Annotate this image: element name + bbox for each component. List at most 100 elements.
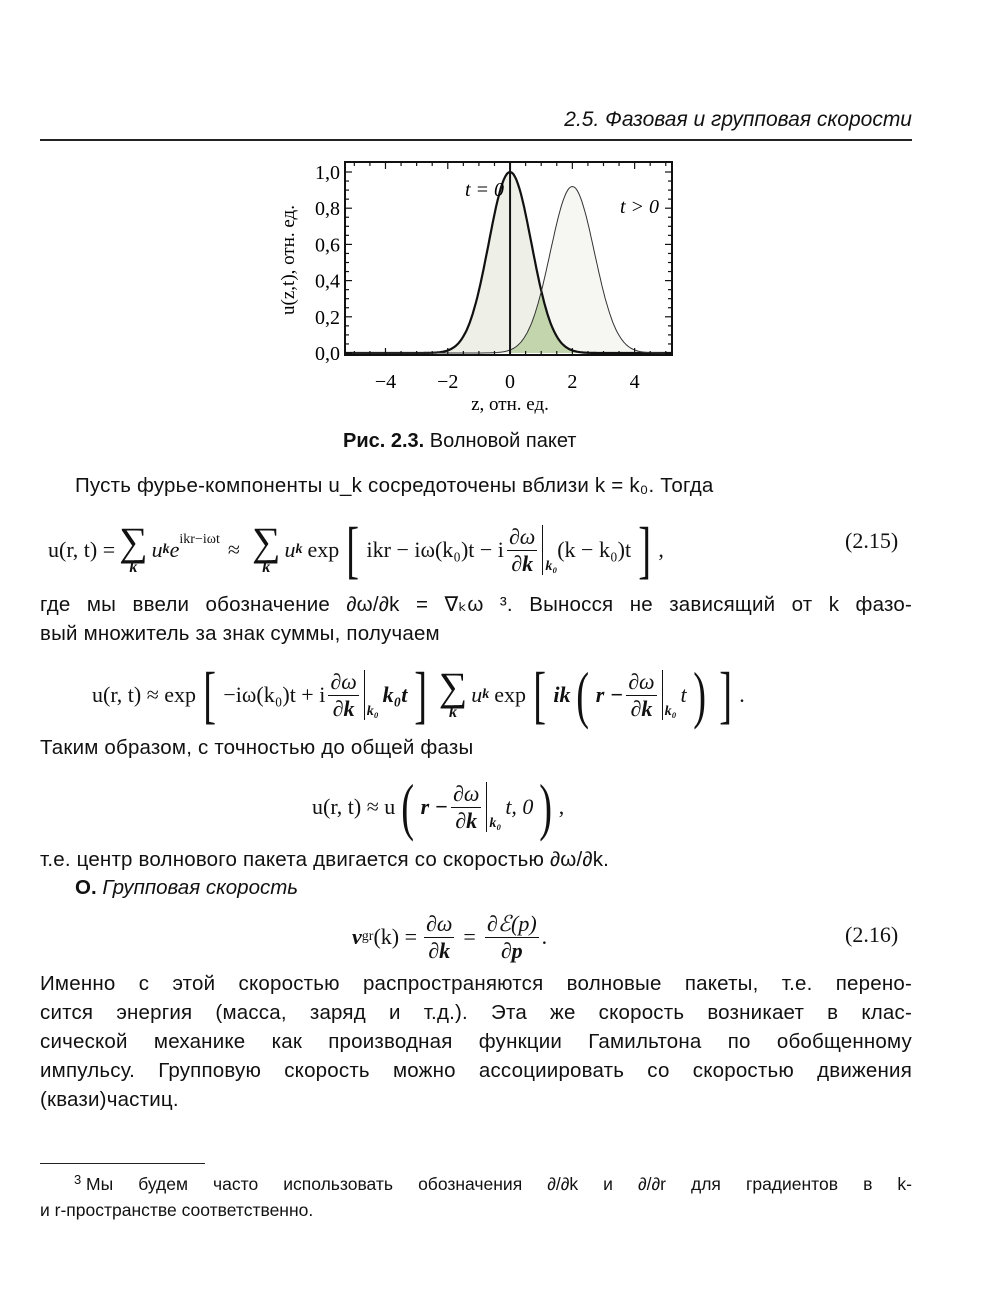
- footnote-mark: 3: [74, 1172, 82, 1187]
- sum-symbol: ∑ k: [438, 664, 468, 721]
- exp-func: exp: [307, 537, 340, 562]
- frac-den: ∂k: [332, 695, 355, 721]
- eq-tail: (k − k₀)t: [557, 537, 632, 562]
- x-tick-label: 4: [630, 371, 640, 393]
- right-bracket: ]: [638, 514, 652, 585]
- equation-shift: u(r, t) ≈ u ( r − ∂ω ∂k k₀ t, 0 ) ,: [312, 762, 564, 852]
- left-bracket: [: [533, 659, 547, 730]
- caption-label: Рис. 2.3.: [343, 430, 425, 452]
- eq-term: r −: [595, 682, 624, 707]
- x-tick-label: −2: [437, 371, 458, 393]
- footnote-line: Мы будем часто использовать обозначения …: [86, 1174, 912, 1194]
- footnote: 3 Мы будем часто использовать обозначени…: [40, 1172, 912, 1221]
- fraction: ∂ℰ(p) ∂p: [484, 911, 539, 963]
- eq-lhs: v: [352, 924, 362, 949]
- annotation-t0: t = 0: [465, 179, 504, 201]
- sum-sign: ∑: [251, 519, 281, 564]
- eq-sub: k: [295, 542, 303, 557]
- eq-inner: ikr − iω(k₀)t − i: [366, 537, 504, 562]
- frac-num: ∂ω: [328, 669, 359, 696]
- fraction: ∂ω ∂k: [626, 669, 657, 721]
- frac-num: ∂ω: [506, 524, 538, 551]
- footnote-line: и r-пространстве соответственно.: [40, 1200, 314, 1220]
- paragraph-line: импульсу. Групповую скорость можно ассоц…: [40, 1059, 912, 1082]
- fraction: ∂ω ∂k: [328, 669, 359, 721]
- series-fill: [345, 172, 672, 353]
- comma: ,: [658, 537, 664, 562]
- overlap-fill: [510, 291, 672, 353]
- left-paren: (: [576, 659, 590, 730]
- comma: ,: [558, 794, 565, 819]
- exp-func: exp: [494, 682, 527, 707]
- equation-phase-factor: u(r, t) ≈ exp [ −iω(k₀)t + i ∂ω ∂k k₀ k₀t…: [92, 650, 745, 740]
- equation-number: (2.15): [845, 528, 899, 553]
- frac-num: ∂ℰ(p): [484, 911, 539, 938]
- wave-packet-chart: −4 −2 0 2 4 0,0 0,2 0,4 0,6 0,8 1,0 z, отн. ед. u(z,…: [278, 161, 673, 415]
- y-tick-label: 0,6: [315, 234, 340, 256]
- eq-lhs: u(r, t) ≈ u: [312, 794, 396, 819]
- eq-term: u: [284, 537, 296, 562]
- sum-sign: ∑: [438, 664, 468, 709]
- right-paren: ): [692, 659, 706, 730]
- y-tick-label: 0,8: [315, 198, 340, 220]
- left-bracket: [: [203, 659, 217, 730]
- eq-term: u: [151, 537, 163, 562]
- annotation-tpos: t > 0: [620, 196, 659, 218]
- series-fill: [345, 186, 672, 353]
- sum-symbol: ∑ k: [251, 519, 281, 576]
- definition-heading: О. Групповая скорость: [75, 876, 298, 900]
- eq-lhs: u(r, t) ≈ exp: [92, 682, 197, 707]
- eq-lhs: u(r, t) =: [48, 537, 116, 562]
- frac-num: ∂ω: [626, 669, 657, 696]
- y-tick-label: 1,0: [315, 162, 340, 184]
- frac-den: ∂k: [428, 937, 451, 963]
- x-axis-label: z, отн. ед.: [471, 394, 549, 415]
- eq-sub: gr: [361, 929, 374, 944]
- x-tick-label: 2: [567, 371, 577, 393]
- eq-term: ik: [553, 682, 571, 707]
- running-header: 2.5. Фазовая и групповая скорости: [564, 108, 912, 131]
- paragraph-line: (квази)частиц.: [40, 1088, 179, 1111]
- paragraph-line: Таким образом, с точностью до общей фазы: [40, 736, 474, 759]
- right-bracket: ]: [414, 659, 428, 730]
- sum-index: k: [449, 704, 457, 721]
- eval-bar: k₀: [542, 525, 557, 575]
- frac-den: ∂k: [455, 807, 478, 833]
- x-tick-label: 0: [505, 371, 515, 393]
- eq-term: r −: [420, 794, 449, 819]
- equation-2-16: v gr (k) = ∂ω ∂k = ∂ℰ(p) ∂p .: [352, 905, 547, 969]
- approx-sign: ≈: [227, 537, 240, 562]
- eq-sup: ikr−iωt: [179, 532, 220, 547]
- eq-tail: t, 0: [505, 794, 534, 819]
- sum-sign: ∑: [119, 519, 148, 564]
- definition-title: Групповая скорость: [102, 876, 299, 899]
- paragraph-line: сится энергия (масса, заряд и т.д.). Эта…: [40, 1001, 912, 1024]
- frac-num: ∂ω: [424, 911, 455, 938]
- frac-num: ∂ω: [451, 781, 482, 808]
- sum-symbol: ∑ k: [119, 519, 148, 576]
- sum-index: k: [129, 559, 138, 576]
- frac-den: ∂p: [500, 937, 523, 963]
- right-bracket: ]: [719, 659, 732, 730]
- fraction: ∂ω ∂k: [506, 524, 538, 576]
- fraction: ∂ω ∂k: [451, 781, 482, 833]
- eq-inner: −iω(k₀)t + i: [223, 682, 326, 707]
- sum-index: k: [262, 559, 271, 576]
- eq-term: e: [169, 537, 180, 562]
- y-tick-label: 0,0: [315, 343, 340, 365]
- frac-den: ∂k: [511, 550, 534, 576]
- equation-number: (2.16): [845, 922, 899, 947]
- paragraph-line: сической механике как производная функци…: [40, 1030, 912, 1053]
- plot-frame: [344, 161, 673, 356]
- eval-bar: k₀: [363, 670, 379, 720]
- figure-caption: Рис. 2.3. Волновой пакет: [343, 430, 576, 453]
- paragraph-line: т.е. центр волнового пакета двигается со…: [40, 848, 610, 871]
- period: .: [541, 924, 548, 949]
- paragraph-line: Именно с этой скоростью распространяются…: [40, 972, 912, 995]
- eval-bar: k₀: [486, 782, 501, 832]
- eval-bar: k₀: [661, 670, 676, 720]
- fraction: ∂ω ∂k: [424, 911, 455, 963]
- definition-mark: О.: [75, 876, 97, 899]
- y-axis-label: u(z,t), отн. ед.: [278, 205, 299, 315]
